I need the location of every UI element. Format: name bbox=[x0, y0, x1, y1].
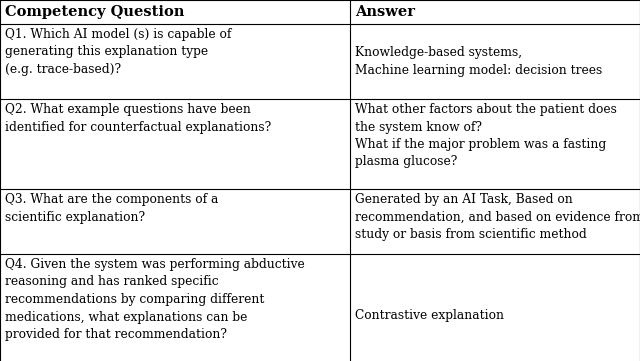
Text: Answer: Answer bbox=[355, 5, 415, 19]
Text: Q2. What example questions have been
identified for counterfactual explanations?: Q2. What example questions have been ide… bbox=[5, 103, 271, 134]
Text: Q1. Which AI model (s) is capable of
generating this explanation type
(e.g. trac: Q1. Which AI model (s) is capable of gen… bbox=[5, 28, 232, 76]
Text: Contrastive explanation: Contrastive explanation bbox=[355, 309, 504, 322]
Text: Competency Question: Competency Question bbox=[5, 5, 184, 19]
Text: Generated by an AI Task, Based on
recommendation, and based on evidence from
stu: Generated by an AI Task, Based on recomm… bbox=[355, 193, 640, 241]
Text: Q3. What are the components of a
scientific explanation?: Q3. What are the components of a scienti… bbox=[5, 193, 218, 223]
Text: Knowledge-based systems,
Machine learning model: decision trees: Knowledge-based systems, Machine learnin… bbox=[355, 46, 602, 77]
Text: What other factors about the patient does
the system know of?
What if the major : What other factors about the patient doe… bbox=[355, 103, 617, 169]
Text: Q4. Given the system was performing abductive
reasoning and has ranked specific
: Q4. Given the system was performing abdu… bbox=[5, 258, 305, 341]
